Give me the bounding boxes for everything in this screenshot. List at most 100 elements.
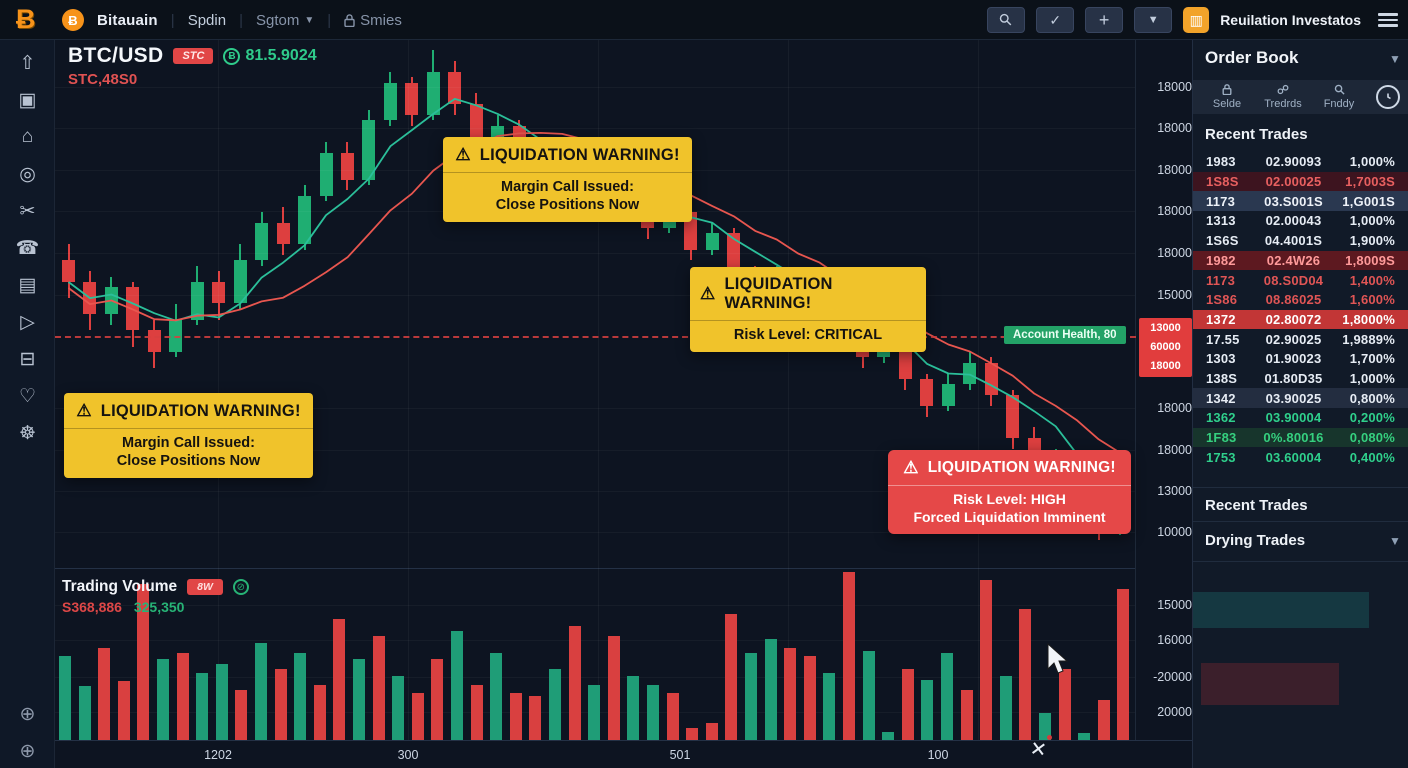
archive-icon[interactable]: ⊟ xyxy=(19,349,36,370)
heart-icon[interactable]: ♡ xyxy=(18,386,37,407)
table-row[interactable]: 1753 03.60004 0,400% xyxy=(1193,448,1408,468)
table-row[interactable]: 1303 01.90023 1,700% xyxy=(1193,349,1408,369)
volume-bar xyxy=(862,650,875,740)
trade-price: 1173 xyxy=(1206,193,1236,209)
trade-price: 1S8S xyxy=(1206,174,1239,190)
liquidation-warning-box[interactable]: ⚠ LIQUIDATION WARNING! Risk Level: CRITIC… xyxy=(690,267,926,353)
volume-bar xyxy=(157,659,169,740)
tab-fnddy[interactable]: Fnddy xyxy=(1313,84,1365,110)
history-button[interactable] xyxy=(1376,85,1400,109)
confirm-button[interactable]: ✓ xyxy=(1036,7,1075,33)
add-button[interactable]: + xyxy=(1085,7,1124,33)
sub-price: STC,48S0 xyxy=(68,71,138,88)
monitor-icon[interactable]: ▤ xyxy=(18,275,37,296)
volume-bar xyxy=(451,630,463,740)
volume-bar xyxy=(941,652,953,740)
volume-bar xyxy=(666,692,679,740)
table-row[interactable]: 1342 03.90025 0,800% xyxy=(1193,388,1408,409)
target-icon[interactable]: ◎ xyxy=(19,164,36,185)
settings-icon[interactable]: ☸ xyxy=(18,423,37,444)
volume-bar xyxy=(1019,608,1032,740)
liquidation-warning-box[interactable]: ⚠ LIQUIDATION WARNING! Margin Call Issued… xyxy=(443,137,692,223)
liquidation-warning-box[interactable]: ⚠ LIQUIDATION WARNING! Margin Call Issued… xyxy=(64,393,313,479)
table-row[interactable]: 138S 01.80D35 1,000% xyxy=(1193,369,1408,389)
tab-selde[interactable]: Selde xyxy=(1201,84,1253,110)
phone-icon[interactable]: ☎ xyxy=(15,238,40,259)
trade-percent: 1,900% xyxy=(1349,233,1395,249)
volume-bar xyxy=(588,684,601,740)
x-axis-line xyxy=(55,740,1192,741)
menu-button[interactable] xyxy=(1378,13,1398,27)
liquidation-price-line xyxy=(55,336,1136,338)
lock-icon xyxy=(344,13,355,27)
nav-item-spot[interactable]: Spdin xyxy=(187,11,227,29)
trade-percent: 1,7003S xyxy=(1345,174,1395,190)
nav-item-system[interactable]: Sgtom ▼ xyxy=(255,11,315,29)
price-axis-label: 18000 xyxy=(1157,80,1192,94)
volume-bar xyxy=(882,731,895,740)
trade-amount: 01.80D35 xyxy=(1264,371,1323,387)
crosshair-icon[interactable]: ⊕ xyxy=(19,704,36,725)
expand-button[interactable]: ▼ xyxy=(1134,7,1173,33)
table-row[interactable]: 1362 03.90004 0,200% xyxy=(1193,408,1408,428)
price-axis-label: 18000 xyxy=(1157,163,1192,177)
nav-item-smies[interactable]: Smies xyxy=(344,12,402,29)
flag-icon[interactable]: ▷ xyxy=(20,312,35,333)
annotation-dot xyxy=(1047,735,1052,740)
table-row[interactable]: 1S6S 04.4001S 1,900% xyxy=(1193,231,1408,251)
table-row[interactable]: 1173 08.S0D04 1,400% xyxy=(1193,270,1408,290)
camera-icon[interactable]: ▣ xyxy=(18,90,37,111)
nav-item-bitcoin[interactable]: Bitauain xyxy=(97,11,158,29)
table-row[interactable]: 1173 03.S001S 1,G001S xyxy=(1193,191,1408,212)
trade-percent: 1,700% xyxy=(1349,351,1395,367)
grid-line xyxy=(55,87,1135,88)
price-axis-label: 13000 xyxy=(1157,484,1192,498)
trade-amount: 02.90025 xyxy=(1265,331,1322,347)
trade-price: 1753 xyxy=(1206,449,1236,465)
trade-amount: 03.60004 xyxy=(1265,449,1322,465)
volume-bar xyxy=(1078,733,1091,740)
candle xyxy=(298,195,312,245)
trade-price: 1342 xyxy=(1206,390,1236,406)
table-row[interactable]: 1983 02.90093 1,000% xyxy=(1193,152,1408,172)
table-row[interactable]: 1S8S 02.00025 1,7003S xyxy=(1193,171,1408,192)
warning-icon: ⚠ xyxy=(903,458,919,477)
grid-line xyxy=(218,40,219,740)
trade-amount: 02.80072 xyxy=(1265,311,1322,327)
table-row[interactable]: 1982 02.4W26 1,8009S xyxy=(1193,250,1408,271)
search-button[interactable]: ⚲ xyxy=(987,7,1026,33)
chevron-down-icon[interactable]: ▼ xyxy=(1389,534,1401,548)
table-row[interactable]: 17.55 02.90025 1,9889% xyxy=(1193,329,1408,349)
grid-line xyxy=(788,40,789,740)
table-row[interactable]: 1S86 08.86025 1,600% xyxy=(1193,290,1408,310)
liquidation-warning-box-red[interactable]: ⚠ LIQUIDATION WARNING! Risk Level: HIGH Fo… xyxy=(888,450,1131,534)
volume-bar xyxy=(627,676,640,740)
current-price-tag: 13000 60000 18000 xyxy=(1139,318,1192,377)
trade-percent: 1,9889% xyxy=(1342,331,1395,347)
table-row[interactable]: 1F83 0%.80016 0,080% xyxy=(1193,427,1408,448)
trade-price: 1S86 xyxy=(1206,292,1238,308)
grid-line xyxy=(55,605,1135,606)
price-axis-divider xyxy=(1135,40,1136,740)
warning-icon: ⚠ xyxy=(455,145,471,164)
home-icon[interactable]: ⌂ xyxy=(21,126,34,147)
tab-tredrds[interactable]: Tredrds xyxy=(1257,84,1309,110)
plus-icon: + xyxy=(1098,9,1110,30)
crosshair-icon[interactable]: ⊕ xyxy=(19,741,36,762)
trade-amount: 02.00043 xyxy=(1265,213,1322,229)
chart-header: BTC/USD STC Ƀ 81.5.9024 STC,48S0 xyxy=(68,44,317,88)
share-icon[interactable]: ⇧ xyxy=(19,53,36,74)
sparkline-band-teal xyxy=(1193,592,1369,628)
volume-bar xyxy=(392,676,405,740)
table-row[interactable]: 1313 02.00043 1,000% xyxy=(1193,211,1408,231)
chevron-down-icon[interactable]: ▼ xyxy=(1389,52,1401,66)
trade-price: 1303 xyxy=(1206,351,1236,367)
table-row[interactable]: 1372 02.80072 1,8000% xyxy=(1193,309,1408,330)
scissors-icon[interactable]: ✂ xyxy=(19,201,36,222)
volume-bar xyxy=(843,572,855,740)
drying-trades-title[interactable]: Drying Trades xyxy=(1205,532,1306,549)
volume-axis-label: 16000 xyxy=(1157,633,1192,647)
pair-badge: STC xyxy=(173,48,214,64)
order-book-panel: Order Book ▼ Selde Tredrds Fnddy xyxy=(1193,40,1408,768)
candle xyxy=(62,260,75,282)
